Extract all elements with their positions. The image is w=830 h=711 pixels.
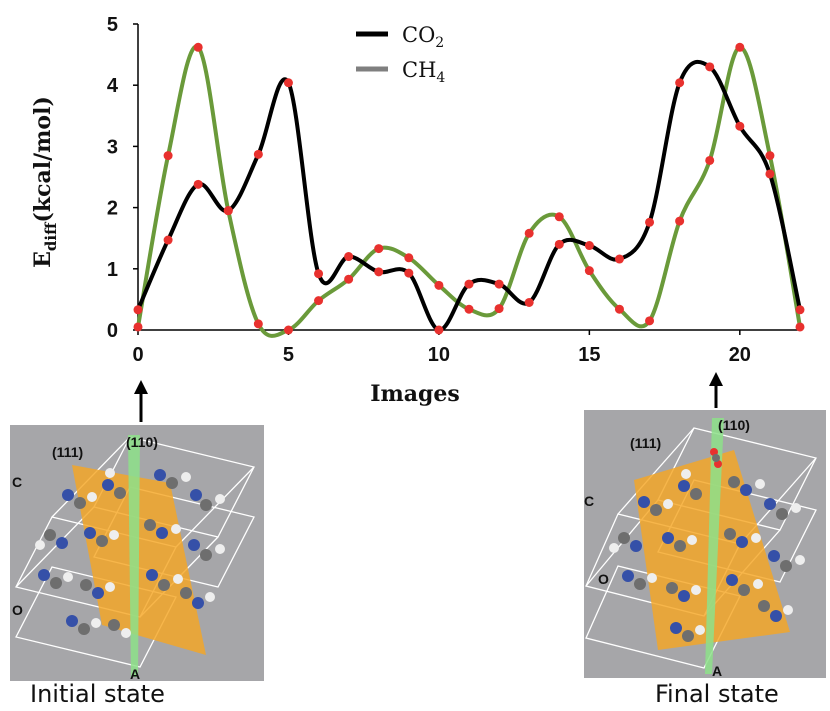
data-point-co2 (614, 254, 624, 264)
series-line-ch4 (136, 44, 802, 338)
data-point-co2 (645, 217, 655, 227)
series-lines (136, 44, 802, 338)
data-point-ch4 (253, 319, 263, 329)
data-point-co2 (404, 268, 414, 278)
initial-axis-c-label: C (12, 474, 22, 490)
data-point-co2 (795, 305, 805, 315)
initial-state-panel: (111) (110) C O A (10, 425, 264, 681)
data-point-ch4 (344, 274, 354, 284)
data-point-co2 (374, 267, 384, 277)
final-state-panel: (111) (110) C O A (584, 410, 826, 678)
data-point-ch4 (133, 322, 143, 332)
data-point-co2 (344, 252, 354, 262)
data-point-co2 (705, 62, 715, 72)
data-point-ch4 (524, 228, 534, 238)
plane-110 (128, 435, 140, 677)
x-tick-label: 5 (283, 344, 294, 366)
data-point-ch4 (735, 42, 745, 52)
y-tick-label: 3 (107, 136, 118, 158)
y-axis-title-sub: diff (42, 221, 60, 251)
pointer-arrows (134, 372, 723, 422)
x-tick-label: 15 (578, 344, 600, 366)
data-point-co2 (494, 279, 504, 289)
initial-plane-110-label: (110) (126, 434, 158, 450)
data-point-ch4 (494, 304, 504, 314)
data-point-co2 (133, 305, 143, 315)
y-axis-title: Ediff(kcal/mol) (30, 96, 60, 268)
data-point-ch4 (464, 304, 474, 314)
data-point-ch4 (404, 253, 414, 263)
data-point-co2 (464, 279, 474, 289)
data-point-co2 (163, 235, 173, 245)
final-state-caption: Final state (655, 680, 779, 708)
y-axis-title-unit: (kcal/mol) (30, 96, 56, 222)
data-point-co2 (283, 78, 293, 88)
initial-structure-image: (111) (110) C O A (12, 434, 255, 681)
x-tick-label: 0 (132, 344, 143, 366)
tick-labels: 0 5 10 15 20 0 1 2 3 4 5 (107, 14, 751, 366)
y-tick-label: 1 (107, 259, 118, 281)
data-point-ch4 (554, 212, 564, 222)
final-axis-o-label: O (598, 571, 609, 587)
final-state-arrowhead (709, 372, 723, 386)
data-point-co2 (765, 169, 775, 179)
energy-profile-chart: 0 5 10 15 20 0 1 2 3 4 5 Images Ediff(kcal/mol) CO… (30, 14, 805, 422)
y-tick-label: 2 (107, 198, 118, 220)
y-tick-label: 4 (107, 75, 119, 97)
legend-label-ch4: CH4 (402, 58, 445, 86)
data-point-ch4 (645, 316, 655, 326)
legend: CO2 CH4 (356, 23, 445, 86)
plane-111 (72, 465, 206, 655)
x-axis-title: Images (370, 381, 460, 407)
molecule-cluster (35, 468, 225, 638)
plane-110-final (705, 418, 724, 674)
data-point-co2 (434, 325, 444, 335)
data-point-ch4 (434, 280, 444, 290)
data-point-ch4 (374, 244, 384, 254)
data-point-ch4 (314, 296, 324, 306)
data-point-ch4 (283, 325, 293, 335)
data-point-co2 (314, 269, 324, 279)
data-markers (133, 42, 805, 335)
molecule-cluster-final (609, 448, 805, 642)
chart-axes (133, 23, 800, 335)
y-tick-label: 5 (107, 14, 118, 36)
legend-label-co2: CO2 (402, 23, 444, 51)
data-point-co2 (735, 121, 745, 131)
data-point-co2 (554, 239, 564, 249)
initial-axis-a-label: A (130, 666, 140, 681)
y-axis-title-main: E (30, 251, 56, 268)
data-point-co2 (675, 78, 685, 88)
data-point-ch4 (705, 155, 715, 165)
data-point-ch4 (614, 304, 624, 314)
initial-axis-o-label: O (12, 602, 23, 618)
initial-state-arrowhead (134, 380, 148, 394)
data-point-ch4 (163, 151, 173, 161)
final-plane-110-label: (110) (718, 417, 750, 433)
series-line-co2 (136, 59, 802, 332)
final-structure-image: (111) (110) C O A (584, 417, 817, 678)
final-plane-111-label: (111) (630, 435, 661, 451)
data-point-co2 (253, 149, 263, 159)
data-point-ch4 (795, 322, 805, 332)
initial-state-caption: Initial state (30, 680, 165, 708)
data-point-ch4 (223, 206, 233, 216)
data-point-co2 (193, 179, 203, 189)
x-tick-label: 10 (428, 344, 450, 366)
final-axis-c-label: C (584, 493, 594, 509)
final-axis-a-label: A (712, 663, 722, 678)
data-point-co2 (524, 297, 534, 307)
data-point-ch4 (193, 42, 203, 52)
data-point-ch4 (675, 216, 685, 226)
initial-plane-111-label: (111) (52, 444, 83, 460)
data-point-co2 (584, 241, 594, 251)
data-point-ch4 (765, 151, 775, 161)
data-point-ch4 (584, 266, 594, 276)
y-tick-label: 0 (107, 320, 118, 342)
x-tick-label: 20 (729, 344, 751, 366)
